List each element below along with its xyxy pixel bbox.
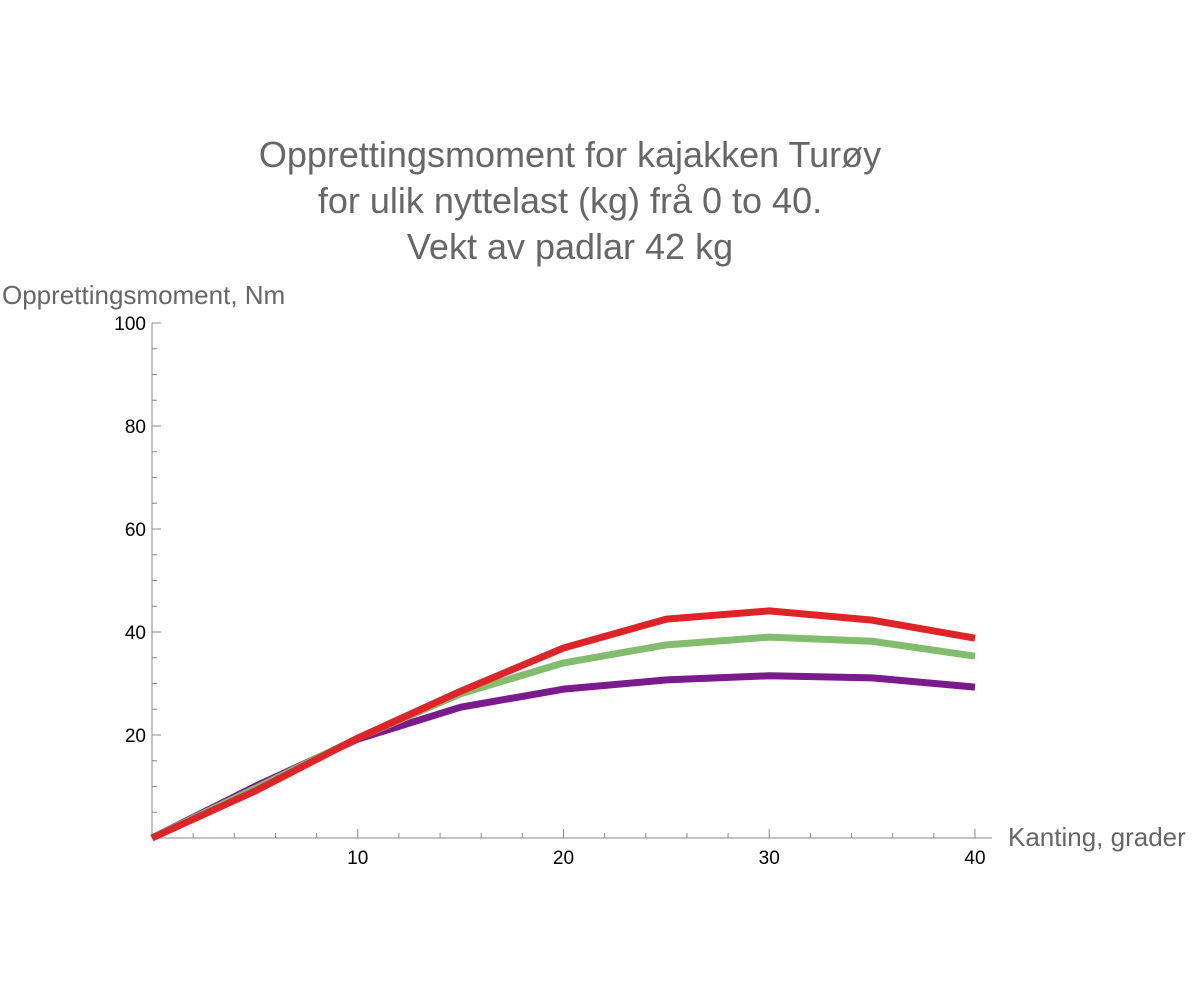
x-tick-label: 10 xyxy=(347,848,368,869)
y-tick-label: 20 xyxy=(125,726,146,747)
x-tick-label: 40 xyxy=(964,848,985,869)
y-tick-label: 60 xyxy=(125,520,146,541)
title-line-2: for ulik nyttelast (kg) frå 0 to 40. xyxy=(317,180,823,221)
x-tick-label: 20 xyxy=(553,848,574,869)
x-tick-label: 30 xyxy=(759,848,780,869)
y-tick-label: 40 xyxy=(125,623,146,644)
series-line-1 xyxy=(150,672,976,842)
x-axis-label: Kanting, grader xyxy=(1008,822,1186,852)
y-tick-label: 100 xyxy=(114,314,146,335)
series-line-2 xyxy=(150,633,976,842)
title-line-3: Vekt av padlar 42 kg xyxy=(406,226,734,267)
y-axis-label: Opprettingsmoment, Nm xyxy=(2,280,285,310)
series-line-3 xyxy=(150,607,976,842)
y-tick-label: 80 xyxy=(125,417,146,438)
chart-title: Opprettingsmoment for kajakken Turøy for… xyxy=(0,132,1140,270)
title-line-1: Opprettingsmoment for kajakken Turøy xyxy=(258,134,882,175)
